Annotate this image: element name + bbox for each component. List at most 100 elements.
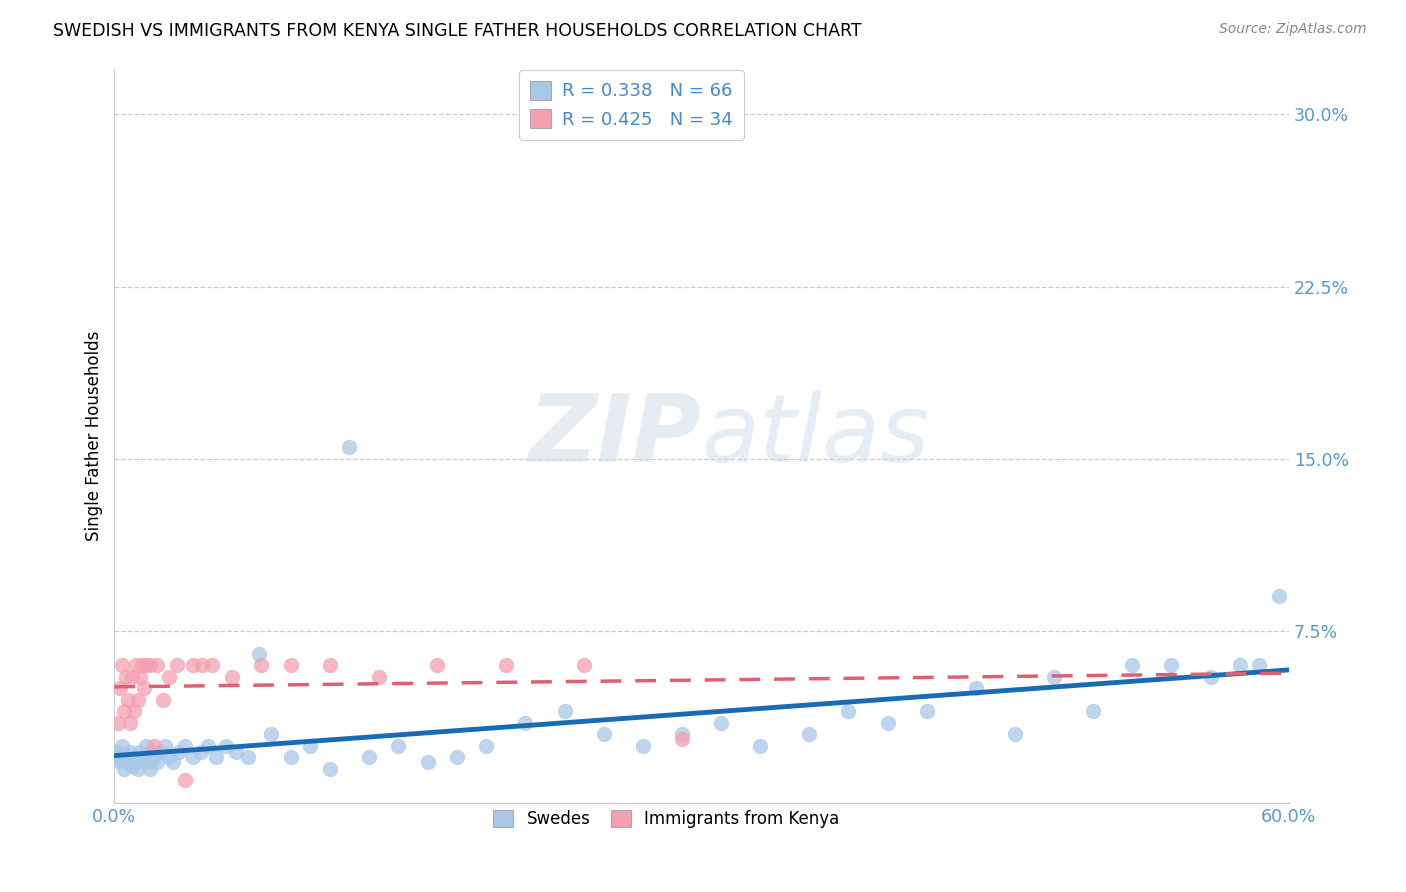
Point (1268, 590, 1291, 604)
Point (132, 681, 155, 696)
Point (125, 658, 148, 673)
Point (146, 658, 169, 673)
Point (426, 658, 449, 673)
Point (127, 692, 149, 706)
Point (915, 704, 938, 718)
Point (247, 647, 270, 661)
Point (112, 704, 135, 718)
Point (128, 670, 150, 684)
Point (181, 658, 204, 673)
Point (367, 670, 389, 684)
Point (1081, 704, 1104, 718)
Point (250, 658, 273, 673)
Point (112, 762, 135, 776)
Point (122, 750, 145, 764)
Point (173, 772, 195, 787)
Point (1004, 727, 1026, 741)
Point (166, 658, 188, 673)
Point (167, 746, 190, 760)
Point (205, 750, 228, 764)
Point (117, 755, 139, 769)
Point (110, 681, 132, 696)
Point (111, 658, 134, 673)
Point (157, 670, 180, 684)
Point (416, 755, 439, 769)
Point (181, 750, 204, 764)
Point (115, 750, 138, 764)
Point (236, 750, 259, 764)
Point (357, 750, 380, 764)
Point (837, 704, 859, 718)
Point (115, 670, 138, 684)
Point (965, 681, 987, 696)
Point (260, 727, 283, 741)
Y-axis label: Single Father Households: Single Father Households (86, 331, 103, 541)
Point (710, 715, 733, 730)
Point (131, 755, 153, 769)
Point (142, 739, 165, 753)
Point (162, 755, 184, 769)
Point (120, 746, 142, 760)
Point (876, 715, 898, 730)
Point (173, 739, 195, 753)
Point (1229, 658, 1251, 673)
Point (141, 746, 163, 760)
Point (125, 755, 148, 769)
Point (554, 704, 576, 718)
Point (142, 750, 165, 764)
Point (299, 739, 322, 753)
Point (1199, 670, 1222, 684)
Point (631, 739, 654, 753)
Point (280, 750, 302, 764)
Point (107, 746, 129, 760)
Point (749, 739, 772, 753)
Point (121, 759, 143, 773)
Point (135, 739, 157, 753)
Point (225, 746, 247, 760)
Point (221, 670, 243, 684)
Point (155, 739, 177, 753)
Point (152, 692, 174, 706)
Point (157, 750, 180, 764)
Point (120, 715, 142, 730)
Point (132, 750, 155, 764)
Point (215, 739, 238, 753)
Text: atlas: atlas (702, 390, 929, 482)
Point (201, 658, 224, 673)
Text: SWEDISH VS IMMIGRANTS FROM KENYA SINGLE FATHER HOUSEHOLDS CORRELATION CHART: SWEDISH VS IMMIGRANTS FROM KENYA SINGLE … (53, 22, 862, 40)
Point (105, 750, 128, 764)
Point (1249, 658, 1271, 673)
Point (1121, 658, 1143, 673)
Point (475, 739, 498, 753)
Point (495, 658, 517, 673)
Point (446, 750, 468, 764)
Point (280, 658, 302, 673)
Text: ZIP: ZIP (529, 390, 702, 482)
Point (515, 715, 537, 730)
Point (107, 715, 129, 730)
Point (1160, 658, 1182, 673)
Point (138, 762, 160, 776)
Text: Source: ZipAtlas.com: Source: ZipAtlas.com (1219, 22, 1367, 37)
Point (197, 739, 219, 753)
Point (799, 727, 821, 741)
Point (138, 658, 160, 673)
Point (191, 658, 214, 673)
Point (122, 704, 145, 718)
Point (146, 755, 169, 769)
Point (136, 755, 159, 769)
Point (671, 727, 693, 741)
Point (117, 692, 139, 706)
Point (671, 731, 693, 746)
Point (572, 658, 595, 673)
Point (319, 658, 342, 673)
Point (127, 762, 149, 776)
Point (387, 739, 409, 753)
Legend: Swedes, Immigrants from Kenya: Swedes, Immigrants from Kenya (486, 804, 846, 835)
Point (121, 670, 143, 684)
Point (592, 727, 614, 741)
Point (150, 746, 173, 760)
Point (1043, 670, 1066, 684)
Point (337, 440, 360, 454)
Point (319, 762, 342, 776)
